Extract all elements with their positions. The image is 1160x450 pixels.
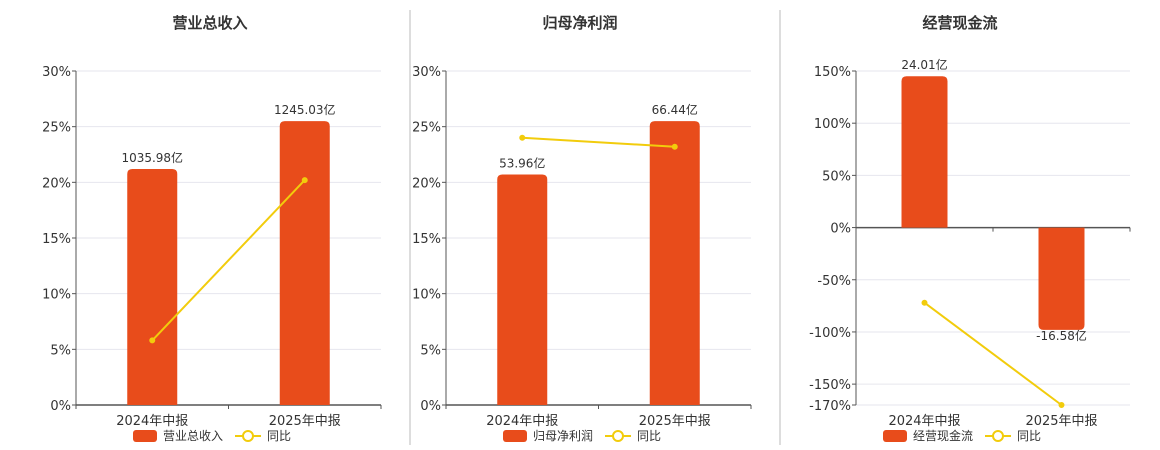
y-tick-label: 20%	[412, 176, 441, 191]
bar-data-label: 1035.98亿	[121, 150, 183, 165]
y-tick-label: 10%	[412, 288, 441, 303]
bar	[279, 121, 330, 405]
x-tick-label: 2024年中报	[888, 414, 960, 429]
y-tick-label: 25%	[412, 121, 441, 136]
y-tick-label: 25%	[42, 121, 71, 136]
yoy-point	[519, 134, 526, 141]
y-tick-label: 30%	[412, 65, 441, 80]
bar-data-label: 24.01亿	[901, 57, 947, 72]
bar-data-label: 66.44亿	[652, 102, 698, 117]
bar	[1038, 227, 1085, 330]
bar	[901, 76, 948, 228]
y-tick-label: 100%	[814, 117, 851, 132]
chart-title: 营业总收入	[172, 14, 247, 32]
bar	[497, 174, 548, 405]
yoy-point	[301, 177, 308, 184]
legend-line-label: 同比	[1017, 429, 1041, 443]
bar-data-label: 53.96亿	[499, 156, 545, 171]
x-tick-label: 2024年中报	[116, 414, 188, 429]
y-tick-label: 0%	[830, 222, 851, 237]
legend-line-marker	[612, 430, 624, 442]
y-tick-label: 0%	[420, 399, 441, 414]
bar	[127, 168, 178, 405]
yoy-point	[671, 143, 678, 150]
legend-line-marker	[242, 430, 254, 442]
y-tick-label: -150%	[809, 378, 851, 393]
legend-bar-swatch	[133, 430, 157, 442]
y-tick-label: 5%	[50, 343, 71, 358]
y-tick-label: 15%	[412, 232, 441, 247]
yoy-point	[1058, 402, 1065, 408]
y-tick-label: 10%	[42, 288, 71, 303]
y-tick-label: 20%	[42, 176, 71, 191]
chart-title: 经营现金流	[922, 14, 997, 32]
bar	[649, 121, 700, 405]
y-tick-label: 5%	[420, 343, 441, 358]
x-tick-label: 2025年中报	[1025, 414, 1097, 429]
legend-bar-label: 归母净利润	[533, 429, 593, 443]
y-tick-label: -170%	[809, 399, 851, 414]
x-tick-label: 2025年中报	[639, 414, 711, 429]
bar-data-label: -16.58亿	[1036, 328, 1087, 343]
y-tick-label: 30%	[42, 65, 71, 80]
legend-line-marker	[992, 430, 1004, 442]
x-tick-label: 2025年中报	[269, 414, 341, 429]
y-tick-label: -100%	[809, 326, 851, 341]
y-tick-label: 0%	[50, 399, 71, 414]
yoy-line	[151, 179, 306, 342]
y-tick-label: 50%	[822, 169, 851, 184]
y-tick-label: -50%	[817, 274, 851, 289]
y-tick-label: 15%	[42, 232, 71, 247]
legend-bar-swatch	[883, 430, 907, 442]
yoy-point	[149, 337, 156, 344]
legend-bar-label: 营业总收入	[163, 429, 223, 443]
chart-title: 归母净利润	[542, 14, 617, 32]
bar-data-label: 1245.03亿	[274, 102, 336, 117]
legend-bar-swatch	[503, 430, 527, 442]
yoy-line	[923, 301, 1063, 406]
yoy-point	[921, 299, 928, 306]
x-tick-label: 2024年中报	[486, 414, 558, 429]
y-tick-label: 150%	[814, 65, 851, 80]
legend-line-label: 同比	[267, 429, 291, 443]
yoy-line	[522, 136, 675, 148]
legend-bar-label: 经营现金流	[913, 428, 973, 443]
legend-line-label: 同比	[637, 429, 661, 443]
